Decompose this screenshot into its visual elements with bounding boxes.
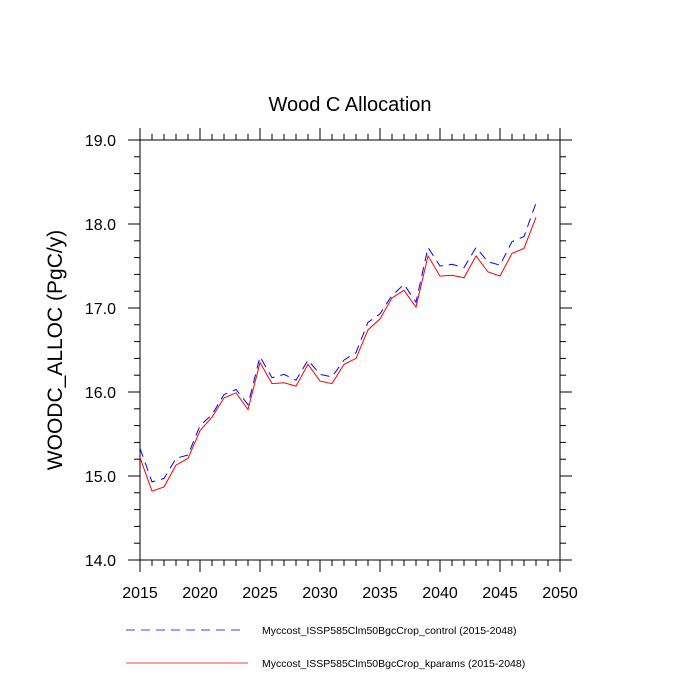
axis-ticks xyxy=(128,128,572,572)
y-tick-label: 18.0 xyxy=(85,217,116,234)
x-tick-label: 2020 xyxy=(182,585,218,602)
series-line-control xyxy=(139,202,537,483)
legend-label-control: Myccost_ISSP585Clm50BgcCrop_control (201… xyxy=(262,625,516,637)
x-tick-label: 2025 xyxy=(242,585,278,602)
x-tick-label: 2030 xyxy=(302,585,338,602)
legend: Myccost_ISSP585Clm50BgcCrop_control (201… xyxy=(126,625,525,670)
chart-title: Wood C Allocation xyxy=(268,94,431,116)
plot-frame xyxy=(139,139,561,561)
y-axis-label: WOODC_ALLOC (PgC/y) xyxy=(44,230,67,470)
y-tick-label: 16.0 xyxy=(85,385,116,402)
x-tick-label: 2050 xyxy=(542,585,578,602)
x-tick-label: 2045 xyxy=(482,585,518,602)
x-tick-label: 2035 xyxy=(362,585,398,602)
series-line-kparams xyxy=(139,217,537,492)
y-tick-label: 14.0 xyxy=(85,553,116,570)
y-tick-label: 15.0 xyxy=(85,469,116,486)
y-tick-label: 17.0 xyxy=(85,301,116,318)
x-tick-label: 2040 xyxy=(422,585,458,602)
series-lines xyxy=(139,202,537,492)
x-tick-label: 2015 xyxy=(122,585,158,602)
legend-label-kparams: Myccost_ISSP585Clm50BgcCrop_kparams (201… xyxy=(262,658,525,670)
y-tick-label: 19.0 xyxy=(85,133,116,150)
axis-tick-labels: 2015 2020 2025 2030 2035 2040 2045 2050 14.0 15.0… xyxy=(85,133,578,602)
